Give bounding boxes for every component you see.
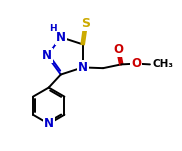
Text: N: N [42, 49, 52, 62]
Text: O: O [131, 57, 141, 70]
Text: CH₃: CH₃ [152, 59, 173, 69]
Text: S: S [81, 17, 90, 30]
Text: O: O [113, 43, 123, 56]
Text: N: N [56, 31, 66, 44]
Text: N: N [78, 61, 88, 74]
Text: N: N [44, 117, 54, 130]
Text: H: H [49, 24, 56, 33]
